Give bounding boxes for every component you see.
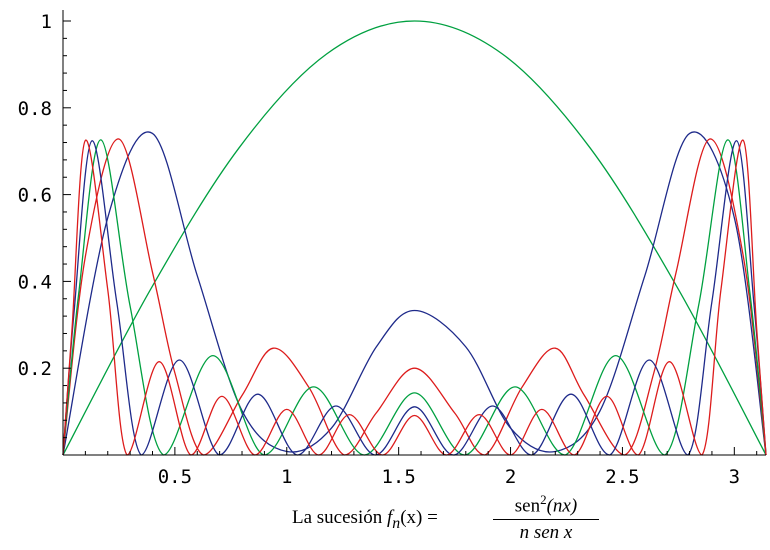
caption-prefix: La sucesión	[292, 507, 387, 528]
caption-num-main: sen	[514, 495, 541, 517]
caption-fraction-bar	[493, 519, 599, 520]
caption-numerator: sen2(nx)	[493, 492, 599, 517]
x-tick-label: 2	[505, 466, 516, 488]
caption-num-arg: (nx)	[546, 495, 578, 517]
y-tick-label: 0.6	[18, 185, 52, 207]
series-line-n1	[62, 20, 767, 456]
caption-function-name: f	[386, 507, 393, 528]
caption-num-sup: 2	[540, 492, 547, 507]
series-line-n11	[62, 139, 767, 456]
x-tick-label: 0.5	[158, 466, 192, 488]
caption-fraction: sen2(nx) n sen x	[493, 492, 599, 548]
y-tick-label: 0.8	[18, 98, 52, 120]
caption-denominator: n sen x	[493, 522, 599, 544]
series-line-n7	[62, 139, 767, 456]
y-tick-label: 0.2	[18, 358, 52, 380]
series-line-n5	[62, 138, 767, 456]
y-tick-label: 0.4	[18, 271, 52, 293]
series-line-n9	[62, 140, 767, 456]
caption-lhs: La sucesión fn(x) =	[292, 507, 438, 533]
x-tick-label: 1.5	[381, 466, 415, 488]
x-tick-label: 1	[281, 466, 292, 488]
y-axis-ticks: 0.2 0.4 0.6 0.8 1	[18, 11, 71, 439]
caption-subscript: n	[392, 514, 401, 532]
series-layer	[62, 20, 767, 456]
x-tick-label: 2.5	[605, 466, 639, 488]
y-tick-label: 1	[41, 11, 52, 33]
plot-area: 0.5 1 1.5 2 2.5 3 0.2 0.4 0.6 0.8 1	[18, 10, 767, 488]
x-tick-label: 3	[729, 466, 740, 488]
caption-den-text: n sen x	[519, 522, 573, 543]
series-line-n3	[62, 131, 767, 456]
caption-argument: (x) =	[400, 507, 438, 528]
x-axis-ticks: 0.5 1 1.5 2 2.5 3	[84, 447, 758, 488]
chart-caption: La sucesión fn(x) = sen2(nx) n sen x	[0, 488, 770, 550]
